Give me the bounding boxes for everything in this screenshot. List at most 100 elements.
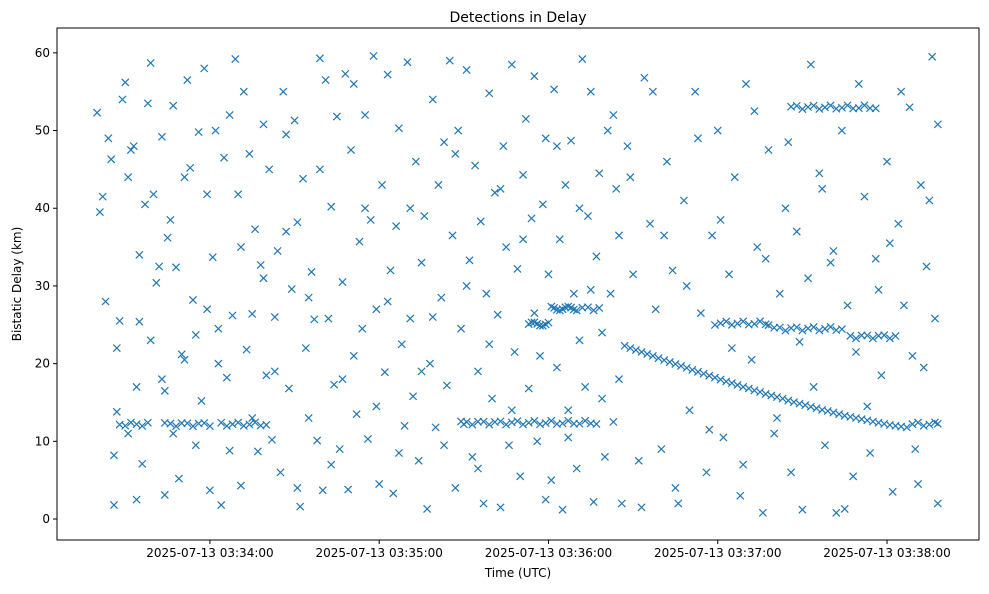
data-point bbox=[248, 413, 257, 423]
data-point bbox=[208, 253, 217, 262]
track-point bbox=[835, 410, 844, 419]
track-point bbox=[121, 421, 130, 430]
data-point bbox=[885, 239, 894, 248]
track-point bbox=[764, 321, 773, 330]
data-point bbox=[417, 258, 426, 267]
data-point bbox=[473, 367, 482, 376]
data-point bbox=[775, 289, 784, 298]
data-point bbox=[248, 309, 257, 318]
track-point bbox=[665, 358, 674, 367]
track-point bbox=[826, 101, 835, 110]
data-point bbox=[933, 499, 942, 508]
track-point bbox=[885, 334, 894, 343]
data-point bbox=[177, 350, 186, 359]
track-point bbox=[693, 367, 703, 376]
data-point bbox=[160, 386, 169, 395]
data-point bbox=[445, 56, 454, 65]
data-point bbox=[324, 314, 333, 323]
track-point bbox=[222, 421, 231, 431]
data-point bbox=[406, 204, 415, 213]
track-point bbox=[792, 323, 801, 332]
track-point bbox=[654, 354, 663, 363]
data-point bbox=[919, 363, 928, 372]
data-point bbox=[795, 337, 804, 346]
data-point bbox=[180, 355, 189, 364]
track-point bbox=[750, 319, 759, 328]
track-point bbox=[722, 377, 731, 386]
data-point bbox=[558, 505, 567, 514]
track-point bbox=[172, 422, 181, 431]
x-tick-label: 2025-07-13 03:34:00 bbox=[146, 546, 273, 560]
data-point bbox=[352, 410, 361, 419]
track-point bbox=[823, 407, 832, 416]
data-point bbox=[922, 262, 931, 271]
data-point bbox=[456, 324, 466, 333]
data-point bbox=[149, 190, 158, 199]
data-point bbox=[197, 396, 206, 405]
track-point bbox=[592, 419, 601, 429]
y-tick-label: 60 bbox=[35, 46, 50, 60]
data-point bbox=[361, 110, 370, 120]
data-point bbox=[406, 314, 415, 323]
track-point bbox=[572, 306, 581, 315]
x-axis-label: Time (UTC) bbox=[484, 566, 551, 580]
data-point bbox=[465, 256, 474, 265]
data-point bbox=[172, 263, 181, 272]
data-point bbox=[770, 429, 779, 438]
data-point bbox=[552, 363, 561, 372]
track-point bbox=[530, 416, 539, 425]
data-point bbox=[191, 330, 200, 339]
data-point bbox=[307, 267, 316, 276]
track-point bbox=[682, 363, 691, 372]
data-point bbox=[143, 99, 152, 108]
data-point bbox=[332, 112, 341, 121]
data-point bbox=[296, 502, 305, 511]
track-point bbox=[820, 324, 829, 333]
data-point bbox=[933, 120, 942, 129]
track-point bbox=[891, 331, 900, 341]
data-point bbox=[183, 76, 192, 85]
data-point bbox=[335, 445, 344, 454]
track-point bbox=[564, 302, 573, 311]
track-point bbox=[851, 334, 861, 343]
track-point bbox=[564, 416, 573, 425]
data-point bbox=[129, 142, 138, 151]
data-point bbox=[434, 180, 443, 189]
data-point bbox=[214, 324, 223, 333]
data-point bbox=[564, 406, 573, 415]
data-point bbox=[586, 285, 595, 294]
data-point bbox=[330, 380, 339, 389]
data-point bbox=[228, 311, 237, 320]
track-point bbox=[228, 420, 237, 429]
data-point bbox=[126, 145, 135, 155]
y-tick-label: 40 bbox=[35, 201, 50, 215]
data-point bbox=[815, 169, 824, 178]
track-point bbox=[925, 420, 934, 429]
data-point bbox=[894, 219, 903, 228]
data-point bbox=[101, 297, 110, 306]
data-point bbox=[313, 436, 322, 445]
data-point bbox=[660, 231, 669, 240]
data-point bbox=[736, 491, 745, 500]
data-point bbox=[849, 472, 858, 481]
data-point bbox=[899, 301, 908, 310]
data-point bbox=[191, 441, 200, 450]
data-point bbox=[804, 274, 813, 283]
data-point bbox=[818, 184, 827, 193]
track-point bbox=[860, 101, 869, 110]
data-point bbox=[265, 165, 274, 174]
y-axis: 0 10 20 30 40 50 60 bbox=[35, 46, 57, 526]
data-point bbox=[772, 413, 782, 423]
data-point bbox=[428, 312, 437, 322]
data-point bbox=[346, 145, 356, 155]
data-point bbox=[581, 382, 590, 391]
data-point bbox=[431, 423, 440, 432]
data-point bbox=[112, 407, 121, 416]
track-point bbox=[126, 418, 135, 427]
track-point bbox=[767, 391, 776, 400]
data-point bbox=[259, 120, 268, 129]
data-point bbox=[259, 274, 268, 283]
data-point bbox=[572, 464, 581, 473]
data-point bbox=[124, 429, 133, 438]
data-point bbox=[741, 79, 750, 88]
